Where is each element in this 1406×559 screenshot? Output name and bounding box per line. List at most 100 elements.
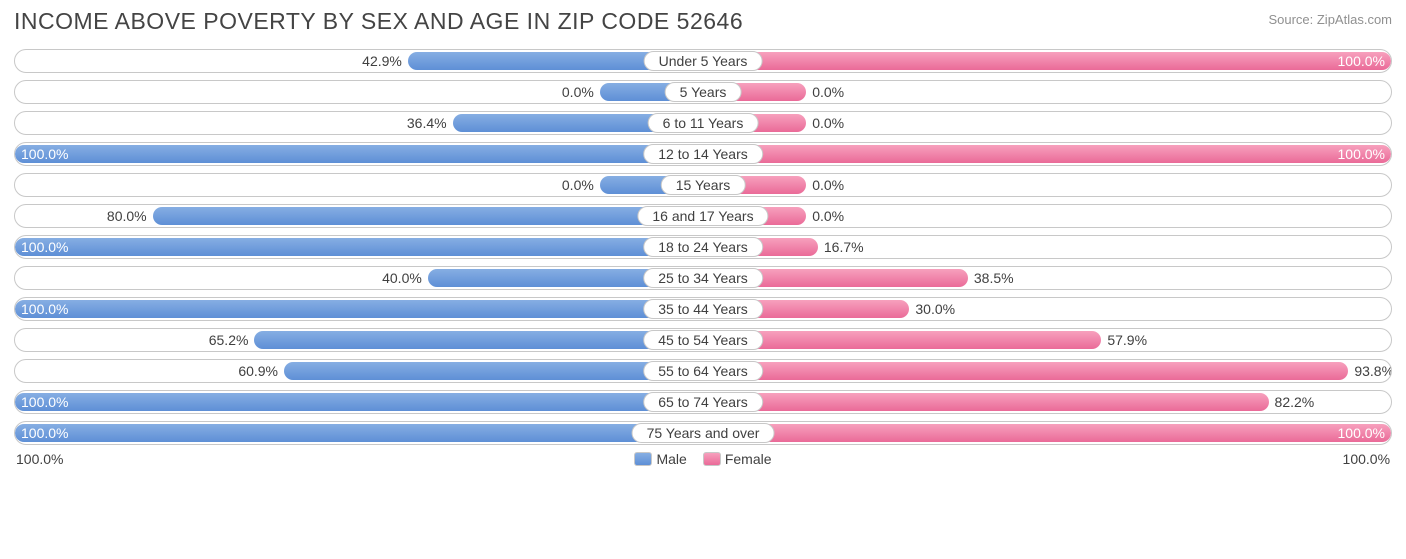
category-label: 15 Years bbox=[661, 175, 746, 195]
female-value: 30.0% bbox=[915, 298, 955, 320]
male-track: 100.0% bbox=[15, 143, 703, 165]
chart-title: INCOME ABOVE POVERTY BY SEX AND AGE IN Z… bbox=[14, 8, 743, 35]
female-bar bbox=[703, 362, 1348, 380]
legend-male-label: Male bbox=[656, 451, 686, 467]
female-track: 100.0% bbox=[703, 143, 1391, 165]
chart-row: 65.2% 57.9% 45 to 54 Years bbox=[14, 328, 1392, 352]
swatch-male-icon bbox=[634, 452, 652, 466]
male-track: 42.9% bbox=[15, 50, 703, 72]
chart-row: 100.0% 100.0% 75 Years and over bbox=[14, 421, 1392, 445]
male-value: 100.0% bbox=[21, 298, 68, 320]
female-bar bbox=[703, 52, 1391, 70]
category-label: 16 and 17 Years bbox=[637, 206, 768, 226]
male-track: 0.0% bbox=[15, 81, 703, 103]
chart-header: INCOME ABOVE POVERTY BY SEX AND AGE IN Z… bbox=[14, 8, 1392, 35]
chart-row: 42.9% 100.0% Under 5 Years bbox=[14, 49, 1392, 73]
chart-row: 36.4% 0.0% 6 to 11 Years bbox=[14, 111, 1392, 135]
male-bar bbox=[15, 300, 703, 318]
chart-row: 100.0% 30.0% 35 to 44 Years bbox=[14, 297, 1392, 321]
female-bar bbox=[703, 424, 1391, 442]
female-value: 100.0% bbox=[1338, 143, 1385, 165]
female-bar bbox=[703, 145, 1391, 163]
male-value: 0.0% bbox=[562, 174, 594, 196]
swatch-female-icon bbox=[703, 452, 721, 466]
category-label: 25 to 34 Years bbox=[643, 268, 763, 288]
female-value: 38.5% bbox=[974, 267, 1014, 289]
axis-label-right: 100.0% bbox=[772, 451, 1392, 467]
female-track: 0.0% bbox=[703, 81, 1391, 103]
category-label: 6 to 11 Years bbox=[648, 113, 759, 133]
male-track: 36.4% bbox=[15, 112, 703, 134]
chart-row: 100.0% 82.2% 65 to 74 Years bbox=[14, 390, 1392, 414]
chart-container: INCOME ABOVE POVERTY BY SEX AND AGE IN Z… bbox=[0, 0, 1406, 477]
female-value: 0.0% bbox=[812, 81, 844, 103]
male-value: 36.4% bbox=[407, 112, 447, 134]
chart-row: 60.9% 93.8% 55 to 64 Years bbox=[14, 359, 1392, 383]
male-track: 100.0% bbox=[15, 236, 703, 258]
chart-source: Source: ZipAtlas.com bbox=[1268, 8, 1392, 27]
male-track: 100.0% bbox=[15, 422, 703, 444]
category-label: 45 to 54 Years bbox=[643, 330, 763, 350]
female-value: 100.0% bbox=[1338, 50, 1385, 72]
male-value: 100.0% bbox=[21, 391, 68, 413]
chart-row: 80.0% 0.0% 16 and 17 Years bbox=[14, 204, 1392, 228]
female-value: 0.0% bbox=[812, 112, 844, 134]
male-track: 40.0% bbox=[15, 267, 703, 289]
chart-footer: 100.0% Male Female 100.0% bbox=[14, 451, 1392, 467]
category-label: Under 5 Years bbox=[644, 51, 763, 71]
chart-row: 100.0% 100.0% 12 to 14 Years bbox=[14, 142, 1392, 166]
legend-female-label: Female bbox=[725, 451, 772, 467]
male-value: 100.0% bbox=[21, 143, 68, 165]
male-bar bbox=[15, 393, 703, 411]
female-track: 57.9% bbox=[703, 329, 1391, 351]
male-track: 60.9% bbox=[15, 360, 703, 382]
female-value: 16.7% bbox=[824, 236, 864, 258]
category-label: 55 to 64 Years bbox=[643, 361, 763, 381]
female-track: 30.0% bbox=[703, 298, 1391, 320]
category-label: 65 to 74 Years bbox=[643, 392, 763, 412]
male-bar bbox=[254, 331, 703, 349]
category-label: 18 to 24 Years bbox=[643, 237, 763, 257]
male-value: 60.9% bbox=[238, 360, 278, 382]
female-track: 100.0% bbox=[703, 422, 1391, 444]
legend-male: Male bbox=[634, 451, 686, 467]
male-value: 80.0% bbox=[107, 205, 147, 227]
male-track: 100.0% bbox=[15, 298, 703, 320]
chart-row: 100.0% 16.7% 18 to 24 Years bbox=[14, 235, 1392, 259]
chart-row: 40.0% 38.5% 25 to 34 Years bbox=[14, 266, 1392, 290]
category-label: 75 Years and over bbox=[632, 423, 775, 443]
female-value: 82.2% bbox=[1275, 391, 1315, 413]
female-track: 16.7% bbox=[703, 236, 1391, 258]
male-value: 100.0% bbox=[21, 422, 68, 444]
chart-legend: Male Female bbox=[634, 451, 771, 467]
female-value: 100.0% bbox=[1338, 422, 1385, 444]
male-value: 40.0% bbox=[382, 267, 422, 289]
male-bar bbox=[15, 424, 703, 442]
male-value: 42.9% bbox=[362, 50, 402, 72]
male-value: 65.2% bbox=[209, 329, 249, 351]
male-track: 80.0% bbox=[15, 205, 703, 227]
male-bar bbox=[153, 207, 703, 225]
female-value: 0.0% bbox=[812, 205, 844, 227]
female-value: 93.8% bbox=[1354, 360, 1392, 382]
male-track: 65.2% bbox=[15, 329, 703, 351]
legend-female: Female bbox=[703, 451, 772, 467]
male-value: 100.0% bbox=[21, 236, 68, 258]
female-track: 0.0% bbox=[703, 174, 1391, 196]
female-track: 0.0% bbox=[703, 112, 1391, 134]
chart-rows: 42.9% 100.0% Under 5 Years 0.0% 0.0% 5 Years 3… bbox=[14, 49, 1392, 445]
chart-row: 0.0% 0.0% 5 Years bbox=[14, 80, 1392, 104]
category-label: 12 to 14 Years bbox=[643, 144, 763, 164]
male-bar bbox=[15, 238, 703, 256]
category-label: 5 Years bbox=[665, 82, 742, 102]
male-track: 100.0% bbox=[15, 391, 703, 413]
category-label: 35 to 44 Years bbox=[643, 299, 763, 319]
female-track: 38.5% bbox=[703, 267, 1391, 289]
female-track: 100.0% bbox=[703, 50, 1391, 72]
axis-label-left: 100.0% bbox=[14, 451, 634, 467]
chart-row: 0.0%0.0%15 Years bbox=[14, 173, 1392, 197]
male-bar bbox=[284, 362, 703, 380]
female-track: 93.8% bbox=[703, 360, 1391, 382]
female-value: 57.9% bbox=[1107, 329, 1147, 351]
male-value: 0.0% bbox=[562, 81, 594, 103]
